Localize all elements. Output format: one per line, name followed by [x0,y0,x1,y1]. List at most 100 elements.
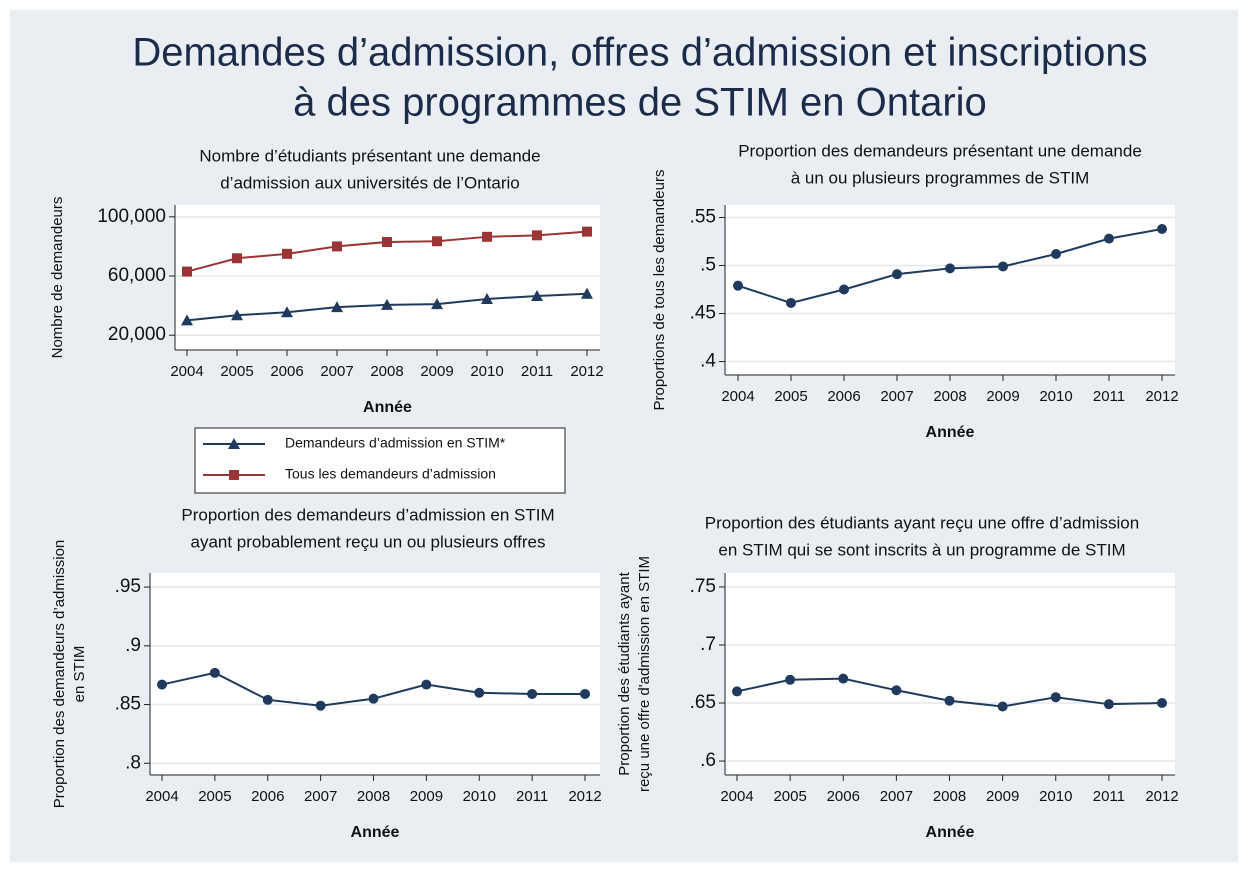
marker [838,673,849,684]
x-tick-label: 2011 [516,788,548,805]
y-axis-label: en STIM [71,646,88,703]
marker [421,679,432,690]
y-tick-label: .6 [700,750,716,771]
x-tick-label: 2005 [774,388,807,405]
y-tick-label: .95 [115,576,141,597]
legend-label: Demandeurs d’admission en STIM* [285,435,506,451]
x-tick-label: 2009 [986,388,1019,405]
x-tick-label: 2010 [1039,388,1072,405]
y-axis-label: Proportion des demandeurs d’admission [51,540,68,808]
marker [381,298,393,310]
marker [281,306,293,318]
y-axis-label: Proportions de tous les demandeurs [651,170,668,411]
marker [431,298,443,310]
x-tick-label: 2007 [320,363,353,380]
marker [839,284,849,295]
marker [182,266,192,277]
chart-title: Nombre d’étudiants présentant une demand… [199,146,540,165]
x-tick-label: 2007 [880,388,913,405]
y-tick-label: .7 [700,634,716,655]
marker [382,236,392,247]
marker [231,309,243,321]
x-axis-label: Année [363,399,412,416]
x-tick-label: 2011 [1093,388,1125,405]
legend-label: Tous les demandeurs d’admission [285,466,496,482]
legend-marker [228,438,240,449]
marker [892,269,902,280]
y-tick-label: .75 [690,576,716,597]
main-title: Demandes d’admission, offres d’admission… [132,31,1147,75]
x-axis-label: Année [351,824,400,841]
x-tick-label: 2004 [720,788,753,805]
x-tick-label: 2004 [170,363,203,380]
marker [998,261,1008,272]
plot-area [725,573,1175,775]
x-tick-label: 2004 [721,388,754,405]
marker [209,667,220,678]
x-tick-label: 2006 [827,788,860,805]
marker [785,674,796,685]
marker [945,263,955,274]
y-axis-label: reçu une offre d'admission en STIM [636,556,653,792]
x-tick-label: 2007 [304,788,337,805]
x-tick-label: 2008 [933,388,966,405]
marker [1157,698,1167,709]
y-tick-label: .65 [690,692,716,713]
x-tick-label: 2010 [1039,788,1072,805]
chart-title: en STIM qui se sont inscrits à un progra… [718,540,1125,559]
marker [181,314,193,326]
marker [732,686,742,697]
marker [944,695,955,706]
y-axis-label: Proportion des étudiants ayant [616,571,633,775]
marker [997,701,1008,712]
chart-title: Proportion des demandeurs présentant une… [738,141,1142,160]
x-tick-label: 2008 [357,788,390,805]
marker [786,297,796,308]
x-tick-label: 2005 [773,788,806,805]
marker [1103,699,1114,710]
marker [581,287,593,299]
x-tick-label: 2004 [145,788,178,805]
marker [1157,224,1167,235]
y-tick-label: 100,000 [97,206,166,227]
x-tick-label: 2012 [1145,788,1178,805]
x-tick-label: 2009 [986,788,1019,805]
marker [532,230,542,241]
marker [1051,248,1061,259]
marker [232,253,242,264]
marker [368,693,379,704]
plot-area [150,573,600,775]
x-tick-label: 2006 [827,388,860,405]
chart-title: Proportion des demandeurs d’admission en… [181,505,554,524]
marker [891,685,902,696]
marker [332,241,342,252]
y-tick-label: .4 [700,351,716,372]
marker [580,688,590,699]
x-tick-label: 2007 [880,788,913,805]
x-tick-label: 2009 [420,363,453,380]
legend [194,427,566,494]
marker [262,694,273,705]
marker [733,280,743,291]
marker [282,248,292,259]
x-tick-label: 2010 [463,788,496,805]
x-tick-label: 2008 [370,363,403,380]
marker [315,700,326,711]
marker [582,226,592,237]
y-tick-label: 20,000 [108,324,166,345]
y-tick-label: .45 [690,303,716,324]
x-tick-label: 2010 [470,363,503,380]
y-tick-label: .55 [690,207,716,228]
marker [482,231,492,242]
marker [331,301,343,313]
y-tick-label: .8 [125,752,141,773]
x-tick-label: 2012 [570,363,603,380]
marker [481,292,493,304]
x-tick-label: 2005 [198,788,231,805]
y-tick-label: .85 [115,694,141,715]
x-tick-label: 2012 [568,788,601,805]
marker [432,236,442,247]
main-title: à des programmes de STIM en Ontario [293,81,987,125]
x-tick-label: 2005 [220,363,253,380]
